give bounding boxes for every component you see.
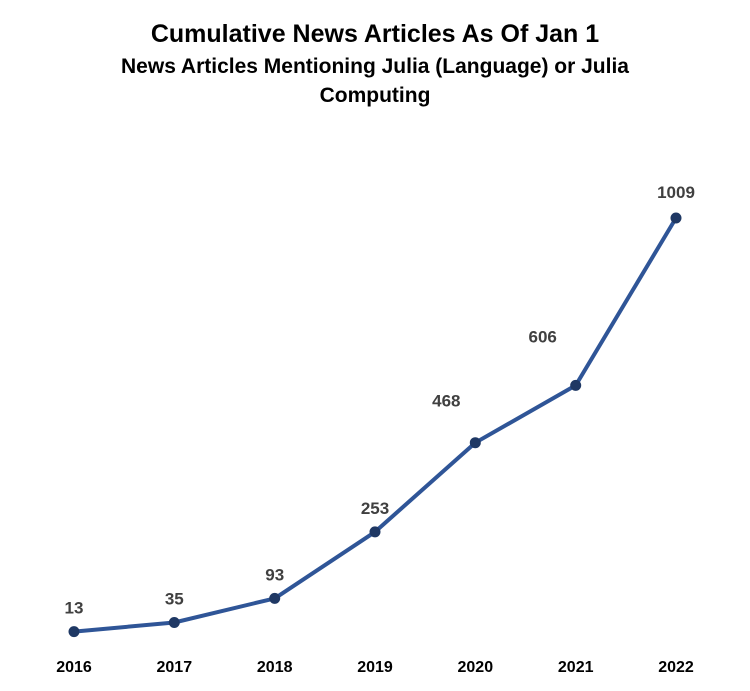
x-tick-label-2018: 2018 [257, 659, 293, 676]
x-tick-label-2019: 2019 [357, 659, 393, 676]
data-label-2016: 13 [65, 599, 84, 618]
data-label-2022: 1009 [657, 183, 695, 202]
x-tick-label-2021: 2021 [558, 659, 594, 676]
data-point-2016 [68, 626, 80, 638]
data-point-2018 [269, 592, 281, 604]
x-tick-label-2017: 2017 [157, 659, 193, 676]
data-label-2019: 253 [361, 499, 389, 518]
x-tick-label-2016: 2016 [56, 659, 92, 676]
chart-title-block: Cumulative News Articles As Of Jan 1 New… [0, 18, 750, 110]
data-point-2022 [670, 212, 682, 224]
data-label-2021: 606 [529, 327, 557, 346]
x-axis-tick-layer: 2016 2017 2018 2019 2020 2021 2022 [56, 659, 694, 676]
data-label-layer: 13 35 93 253 468 606 1009 [65, 183, 695, 618]
data-label-2017: 35 [165, 590, 184, 609]
data-point-2020 [469, 437, 481, 449]
chart-title: Cumulative News Articles As Of Jan 1 [150, 20, 600, 48]
series-line [72, 216, 678, 634]
data-point-2021 [570, 379, 582, 391]
data-label-2018: 93 [265, 565, 284, 584]
marker-layer [68, 212, 682, 638]
data-point-2019 [369, 526, 381, 538]
data-point-2017 [168, 617, 180, 628]
x-tick-label-2020: 2020 [458, 659, 494, 676]
x-tick-label-2022: 2022 [658, 659, 694, 676]
series-layer [72, 216, 678, 634]
chart-subtitle: News Articles Mentioning Julia (Language… [121, 55, 629, 107]
data-label-2020: 468 [432, 392, 460, 411]
